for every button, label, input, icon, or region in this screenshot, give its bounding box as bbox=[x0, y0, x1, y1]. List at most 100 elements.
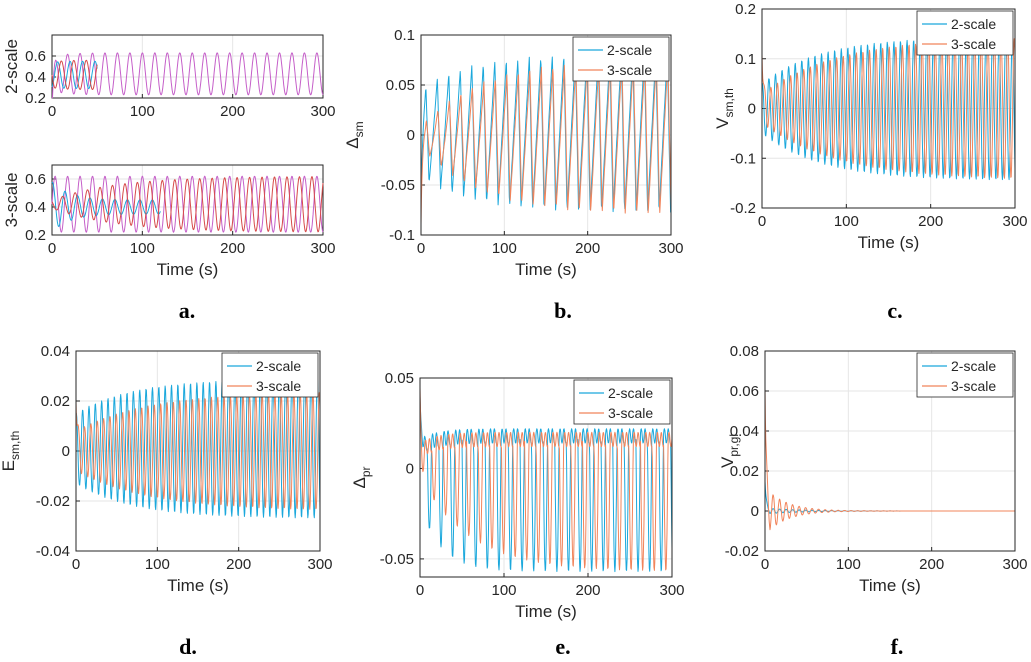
x-tick-label: 100 bbox=[491, 582, 516, 599]
y-axis-label: Esm,th bbox=[0, 431, 22, 472]
series-line-red bbox=[51, 176, 324, 233]
series-line-magenta bbox=[51, 52, 324, 99]
y-axis-label: Vsm,th bbox=[713, 88, 736, 129]
legend: 2-scale 3-scale bbox=[573, 379, 671, 425]
axes-frame-top bbox=[764, 350, 1016, 552]
panel-label: d. bbox=[179, 634, 197, 659]
x-tick-label: 300 bbox=[658, 240, 683, 257]
x-tick-label: 300 bbox=[659, 582, 684, 599]
y-tick-label: -0.05 bbox=[380, 551, 414, 568]
legend-entry: 3-scale bbox=[256, 378, 301, 394]
axes-frame-top bbox=[420, 34, 672, 236]
axes-frame-top bbox=[761, 8, 1016, 209]
x-tick-label: 0 bbox=[48, 103, 56, 120]
axes-frame bbox=[51, 34, 324, 99]
y-tick-label: -0.2 bbox=[730, 200, 756, 217]
y-tick-label: 0.08 bbox=[730, 343, 759, 360]
x-tick-label: 200 bbox=[220, 240, 245, 257]
series-line-magenta bbox=[51, 175, 324, 233]
axes-frame-top bbox=[419, 377, 673, 578]
x-tick-label: 0 bbox=[416, 582, 424, 599]
chart-c: 0 100 200 300 -0.2 -0.1 0 0.1 0.2 2-scale 3-scale V… bbox=[713, 1, 1028, 252]
series-line-teal bbox=[51, 181, 161, 227]
y-tick-label: -0.02 bbox=[725, 543, 759, 560]
y-tick-label: 0.4 bbox=[25, 199, 46, 216]
legend: 2-scale 3-scale bbox=[916, 10, 1014, 56]
y-tick-label: -0.02 bbox=[36, 493, 70, 510]
legend-entry: 3-scale bbox=[951, 378, 996, 394]
x-tick-label: 300 bbox=[310, 240, 335, 257]
legend-entry: 2-scale bbox=[607, 42, 652, 58]
x-axis-label: Time (s) bbox=[515, 260, 577, 279]
y-tick-label: 0.6 bbox=[25, 171, 46, 188]
chart-a-subplot-1: 0 100 200 300 0.2 0.4 0.62-scale bbox=[2, 34, 336, 120]
legend: 2-scale 3-scale bbox=[221, 352, 319, 398]
x-tick-label: 0 bbox=[72, 556, 80, 573]
panel-label: b. bbox=[554, 298, 572, 323]
chart-a-subplot-2: 0 100 200 300 0.2 0.4 0.63-scale Time (s) bbox=[2, 164, 336, 279]
y-tick-label: 0.1 bbox=[394, 27, 415, 44]
x-tick-label: 100 bbox=[492, 240, 517, 257]
x-axis-label: Time (s) bbox=[858, 233, 920, 252]
series-line-red bbox=[51, 59, 98, 90]
y-tick-label: -0.05 bbox=[381, 177, 415, 194]
series-line-2-scale bbox=[420, 53, 672, 213]
y-tick-label: 0.4 bbox=[25, 69, 46, 86]
legend-entry: 3-scale bbox=[607, 62, 652, 78]
y-tick-label: 0 bbox=[406, 460, 414, 477]
x-tick-label: 0 bbox=[417, 240, 425, 257]
y-tick-label: 0.2 bbox=[25, 227, 46, 244]
y-axis-label: 3-scale bbox=[2, 173, 21, 228]
x-axis-label: Time (s) bbox=[157, 260, 219, 279]
series-line-3-scale bbox=[764, 386, 1016, 531]
x-tick-label: 100 bbox=[834, 213, 859, 230]
legend-entry: 3-scale bbox=[951, 36, 996, 52]
y-tick-label: 0.06 bbox=[730, 383, 759, 400]
legend-entry: 2-scale bbox=[608, 385, 653, 401]
chart-b: 0 100 200 300 -0.1 -0.05 0 0.05 0.1 2-scale 3-scal… bbox=[343, 27, 684, 279]
y-tick-label: -0.1 bbox=[389, 227, 415, 244]
x-tick-label: 300 bbox=[1002, 556, 1027, 573]
y-tick-label: 0.2 bbox=[25, 90, 46, 107]
x-tick-label: 0 bbox=[758, 213, 766, 230]
y-axis-label: Vpr,gl bbox=[718, 434, 741, 468]
y-tick-label: -0.04 bbox=[36, 543, 70, 560]
y-tick-label: 0.05 bbox=[386, 77, 415, 94]
y-axis-label: Δpr bbox=[350, 466, 373, 488]
y-tick-label: 0.02 bbox=[730, 463, 759, 480]
series-line-3-scale bbox=[419, 386, 673, 571]
y-tick-label: 0.05 bbox=[385, 370, 414, 387]
x-tick-label: 200 bbox=[226, 556, 251, 573]
legend-box bbox=[573, 379, 671, 425]
x-tick-label: 0 bbox=[48, 240, 56, 257]
y-tick-label: 0 bbox=[407, 127, 415, 144]
y-axis-label: 2-scale bbox=[2, 39, 21, 94]
y-tick-label: 0 bbox=[751, 503, 759, 520]
series-line-3-scale bbox=[420, 59, 672, 226]
legend-entry: 2-scale bbox=[951, 16, 996, 32]
chart-d: 0 100 200 300 -0.04 -0.02 0 0.02 0.04 2-scale 3-sc… bbox=[0, 343, 333, 595]
panel-label: f. bbox=[891, 634, 904, 659]
y-axis-label: Δsm bbox=[343, 121, 366, 148]
x-tick-label: 300 bbox=[310, 103, 335, 120]
x-tick-label: 200 bbox=[220, 103, 245, 120]
x-tick-label: 100 bbox=[130, 103, 155, 120]
chart-e: 0 100 200 300-0.0500.052-scale3-scaleΔprTim… bbox=[350, 370, 685, 621]
x-tick-label: 200 bbox=[575, 240, 600, 257]
y-tick-label: 0.6 bbox=[25, 48, 46, 65]
x-axis-label: Time (s) bbox=[515, 602, 577, 621]
y-tick-label: -0.1 bbox=[730, 150, 756, 167]
x-tick-label: 100 bbox=[836, 556, 861, 573]
legend-box bbox=[572, 36, 670, 82]
y-tick-label: 0.1 bbox=[735, 51, 756, 68]
x-tick-label: 200 bbox=[918, 213, 943, 230]
panel-label: a. bbox=[179, 298, 196, 323]
legend-box bbox=[916, 10, 1014, 56]
y-tick-label: 0 bbox=[62, 443, 70, 460]
x-tick-label: 0 bbox=[761, 556, 769, 573]
panel-label: c. bbox=[887, 298, 902, 323]
y-tick-label: 0.02 bbox=[41, 393, 70, 410]
x-tick-label: 300 bbox=[1002, 213, 1027, 230]
y-tick-label: 0.2 bbox=[735, 1, 756, 18]
x-tick-label: 300 bbox=[307, 556, 332, 573]
